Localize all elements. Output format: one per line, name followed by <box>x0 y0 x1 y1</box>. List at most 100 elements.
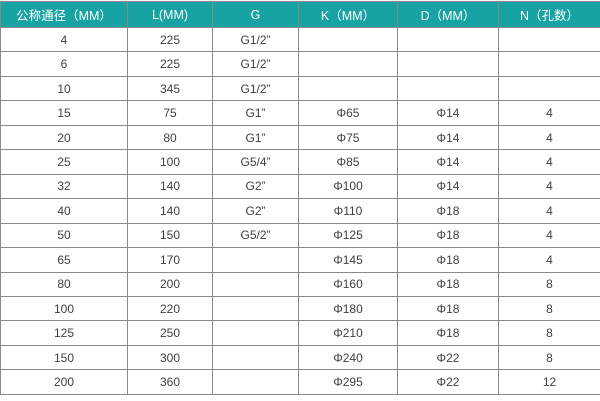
table-cell: G5/2” <box>213 223 299 247</box>
table-cell: Φ180 <box>299 296 398 320</box>
column-header: 公称通径（MM） <box>1 2 128 28</box>
table-cell: G1/2” <box>213 28 299 52</box>
table-cell: 220 <box>128 296 213 320</box>
table-cell: 250 <box>128 321 213 345</box>
table-cell: Φ18 <box>398 248 499 272</box>
table-cell: Φ295 <box>299 370 398 395</box>
column-header: G <box>213 2 299 28</box>
table-cell <box>213 321 299 345</box>
table-cell: 225 <box>128 28 213 52</box>
table-cell: 140 <box>128 199 213 223</box>
table-cell <box>398 28 499 52</box>
table-cell: G1/2” <box>213 52 299 76</box>
table-cell: Φ110 <box>299 199 398 223</box>
table-cell: 8 <box>499 272 600 296</box>
table-cell: Φ14 <box>398 101 499 125</box>
table-cell: Φ100 <box>299 174 398 198</box>
table-cell: 4 <box>499 125 600 149</box>
table-cell <box>213 296 299 320</box>
table-cell: G1/2” <box>213 76 299 100</box>
column-header: L(MM) <box>128 2 213 28</box>
table-cell: 200 <box>1 370 128 395</box>
column-header: N（孔数） <box>499 2 600 28</box>
table-cell: 170 <box>128 248 213 272</box>
table-cell: Φ210 <box>299 321 398 345</box>
table-cell: Φ18 <box>398 296 499 320</box>
table-cell <box>213 370 299 395</box>
table-cell: 65 <box>1 248 128 272</box>
table-cell <box>213 248 299 272</box>
table-cell: 4 <box>499 223 600 247</box>
table-cell: Φ14 <box>398 174 499 198</box>
table-cell: 200 <box>128 272 213 296</box>
table-cell: Φ125 <box>299 223 398 247</box>
table-cell <box>499 28 600 52</box>
table-cell: Φ18 <box>398 199 499 223</box>
table-cell <box>499 76 600 100</box>
table-cell: 4 <box>1 28 128 52</box>
table-cell: Φ240 <box>299 345 398 369</box>
table-cell: 100 <box>128 150 213 174</box>
table-cell: 80 <box>128 125 213 149</box>
table-cell <box>213 345 299 369</box>
column-header: D（MM） <box>398 2 499 28</box>
table-cell: 360 <box>128 370 213 395</box>
table-cell: 20 <box>1 125 128 149</box>
table-cell: G5/4” <box>213 150 299 174</box>
table-cell: Φ85 <box>299 150 398 174</box>
table-cell: Φ65 <box>299 101 398 125</box>
table-cell: G1” <box>213 125 299 149</box>
table-cell: G1” <box>213 101 299 125</box>
table-cell: 6 <box>1 52 128 76</box>
table-cell <box>299 28 398 52</box>
table-cell: 8 <box>499 321 600 345</box>
table-cell: 75 <box>128 101 213 125</box>
table-cell <box>299 76 398 100</box>
table-cell: Φ18 <box>398 272 499 296</box>
table-cell: 40 <box>1 199 128 223</box>
table-cell <box>213 272 299 296</box>
table-cell: 4 <box>499 248 600 272</box>
column-header: K（MM） <box>299 2 398 28</box>
table-cell: 10 <box>1 76 128 100</box>
table-cell: Φ22 <box>398 345 499 369</box>
table-cell: Φ75 <box>299 125 398 149</box>
table-cell: 100 <box>1 296 128 320</box>
table-cell: 4 <box>499 174 600 198</box>
table-cell <box>398 76 499 100</box>
table-cell: 125 <box>1 321 128 345</box>
table-cell: 345 <box>128 76 213 100</box>
table-cell: Φ18 <box>398 321 499 345</box>
table-cell: 225 <box>128 52 213 76</box>
table-cell: 140 <box>128 174 213 198</box>
table-cell: 50 <box>1 223 128 247</box>
table-cell <box>299 52 398 76</box>
table-cell: 300 <box>128 345 213 369</box>
table-cell: 8 <box>499 345 600 369</box>
table-cell: Φ160 <box>299 272 398 296</box>
table-cell: Φ145 <box>299 248 398 272</box>
table-cell: 4 <box>499 101 600 125</box>
table-cell: 150 <box>128 223 213 247</box>
table-cell <box>499 52 600 76</box>
table-cell: Φ14 <box>398 150 499 174</box>
table-cell: 150 <box>1 345 128 369</box>
table-cell: 15 <box>1 101 128 125</box>
table-cell: 80 <box>1 272 128 296</box>
